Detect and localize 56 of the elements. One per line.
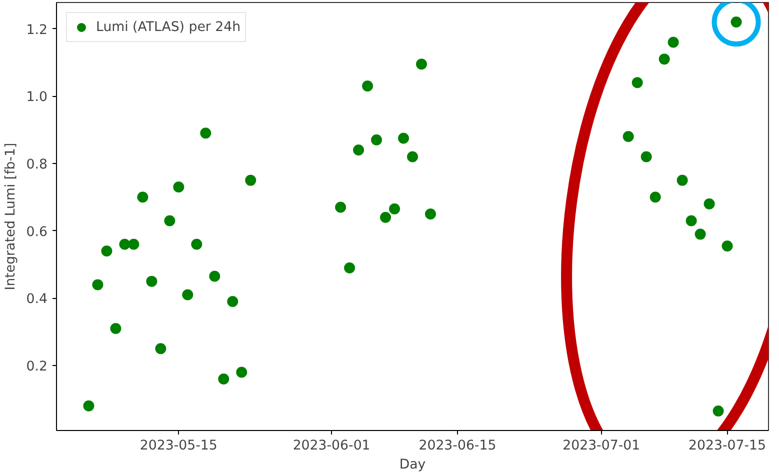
point — [694, 228, 706, 240]
point — [416, 58, 427, 70]
point — [209, 270, 220, 282]
point — [137, 192, 148, 203]
point — [200, 128, 212, 139]
point — [155, 343, 166, 354]
point — [398, 132, 410, 144]
point — [424, 208, 436, 220]
point — [712, 405, 724, 416]
point — [622, 131, 634, 142]
x-tick-label: 2023-06-15 — [418, 438, 496, 454]
point — [110, 322, 122, 334]
y-tick-label: 1.2 — [26, 22, 48, 38]
point — [335, 202, 346, 213]
point — [101, 246, 112, 257]
point — [182, 289, 194, 300]
point — [164, 215, 176, 226]
point — [371, 134, 382, 146]
point — [389, 203, 400, 214]
point — [227, 296, 238, 308]
y-tick-label: 0.8 — [26, 157, 48, 172]
point — [704, 198, 715, 210]
point — [658, 54, 670, 65]
point — [83, 400, 94, 412]
point — [146, 276, 158, 287]
point — [362, 80, 374, 92]
point — [236, 366, 248, 378]
point — [668, 36, 679, 48]
x-tick-label: 2023-07-15 — [688, 438, 766, 454]
y-tick-label: 0.6 — [26, 224, 48, 240]
point — [632, 77, 643, 88]
y-axis-title: Integrated Lumi [fb-1] — [3, 142, 18, 290]
point — [245, 174, 256, 186]
point — [640, 151, 652, 162]
y-tick-label: 0.2 — [26, 360, 48, 375]
point — [686, 215, 697, 226]
point — [722, 240, 733, 252]
point — [173, 182, 184, 193]
x-tick-label: 2023-07-01 — [562, 438, 640, 454]
legend-label: Lumi (ATLAS) per 24h — [96, 20, 241, 34]
x-tick-label: 2023-05-15 — [140, 438, 218, 454]
point — [218, 373, 230, 384]
point — [92, 279, 104, 290]
point — [344, 262, 356, 274]
x-tick-label: 2023-06-01 — [292, 438, 370, 454]
point — [119, 238, 130, 250]
point — [128, 238, 140, 250]
point — [191, 238, 202, 250]
point — [380, 212, 392, 223]
point — [353, 144, 364, 156]
y-tick-label: 0.4 — [26, 292, 48, 308]
point — [650, 192, 661, 203]
point — [407, 151, 418, 162]
point — [676, 174, 688, 186]
y-tick-label: 1.0 — [26, 90, 48, 106]
x-axis-title: Day — [399, 458, 426, 472]
